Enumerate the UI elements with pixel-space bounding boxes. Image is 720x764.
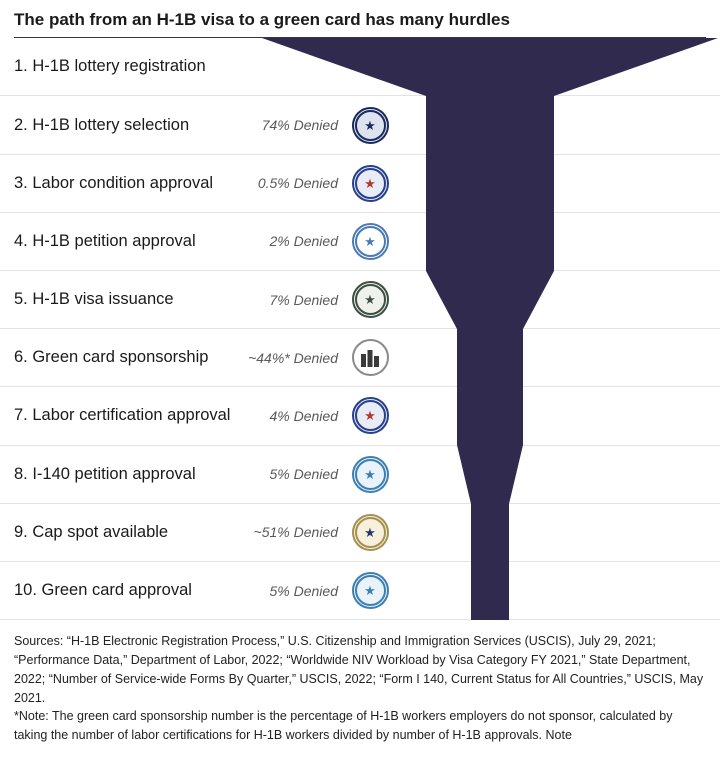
funnel-step-list: 1. H-1B lottery registration 2. H-1B lot… <box>0 38 720 621</box>
funnel-step-row: 8. I-140 petition approval 5% Denied <box>0 446 720 504</box>
seal-slot <box>350 455 390 493</box>
funnel-step-row: 2. H-1B lottery selection 74% Denied <box>0 96 720 155</box>
denied-percentage: ~51% Denied <box>253 524 338 541</box>
seal-slot <box>350 397 390 435</box>
sources-text: Sources: “H-1B Electronic Registration P… <box>14 634 704 705</box>
funnel-step-row: 3. Labor condition approval 0.5% Denied <box>0 155 720 213</box>
page-title: The path from an H-1B visa to a green ca… <box>14 10 510 29</box>
uscis-blue-seal-icon <box>351 455 389 493</box>
seal-slot <box>350 339 390 377</box>
uscis-blue-seal-icon <box>351 572 389 610</box>
uscis-seal-icon <box>351 106 389 144</box>
uscis-gold-seal-icon <box>351 513 389 551</box>
funnel-step-row: 4. H-1B petition approval 2% Denied <box>0 213 720 271</box>
step-label: 9. Cap spot available <box>14 522 169 541</box>
step-label: 1. H-1B lottery registration <box>14 57 206 76</box>
denied-percentage: 74% Denied <box>261 117 338 134</box>
funnel-step-row: 1. H-1B lottery registration <box>0 38 720 97</box>
state-dept-seal-icon <box>351 281 389 319</box>
funnel-step-row: 7. Labor certification approval 4% Denie… <box>0 387 720 446</box>
dol-seal-icon <box>351 164 389 202</box>
seal-slot <box>350 164 390 202</box>
step-label: 7. Labor certification approval <box>14 406 231 425</box>
seal-slot <box>350 106 390 144</box>
funnel-step-row: 10. Green card approval 5% Denied <box>0 562 720 621</box>
dol-seal-icon <box>351 397 389 435</box>
dhs-seal-icon <box>351 222 389 260</box>
denied-percentage: 7% Denied <box>269 291 339 308</box>
funnel-step-row: 9. Cap spot available ~51% Denied <box>0 504 720 562</box>
step-label: 8. I-140 petition approval <box>14 464 196 483</box>
denied-percentage: ~44%* Denied <box>248 349 338 366</box>
step-label: 5. H-1B visa issuance <box>14 290 174 309</box>
denied-percentage: 5% Denied <box>269 466 339 483</box>
denied-percentage: 2% Denied <box>269 233 339 250</box>
step-label: 6. Green card sponsorship <box>14 348 209 367</box>
header: The path from an H-1B visa to a green ca… <box>14 0 706 39</box>
seal-slot <box>350 281 390 319</box>
note-text: *Note: The green card sponsorship number… <box>14 709 673 742</box>
seal-slot <box>350 513 390 551</box>
step-label: 3. Labor condition approval <box>14 173 214 192</box>
funnel-step-row: 6. Green card sponsorship ~44%* Denied <box>0 329 720 388</box>
employer-building-icon <box>351 339 389 377</box>
step-label: 10. Green card approval <box>14 581 192 600</box>
denied-percentage: 0.5% Denied <box>257 175 338 192</box>
footer: Sources: “H-1B Electronic Registration P… <box>0 620 720 745</box>
seal-slot <box>350 222 390 260</box>
seal-slot <box>350 572 390 610</box>
step-label: 4. H-1B petition approval <box>14 231 196 250</box>
denied-percentage: 5% Denied <box>269 582 339 599</box>
funnel-step-row: 5. H-1B visa issuance 7% Denied <box>0 271 720 330</box>
funnel-chart: 1. H-1B lottery registration 2. H-1B lot… <box>0 38 720 621</box>
step-label: 2. H-1B lottery selection <box>14 115 190 134</box>
denied-percentage: 4% Denied <box>269 407 339 424</box>
